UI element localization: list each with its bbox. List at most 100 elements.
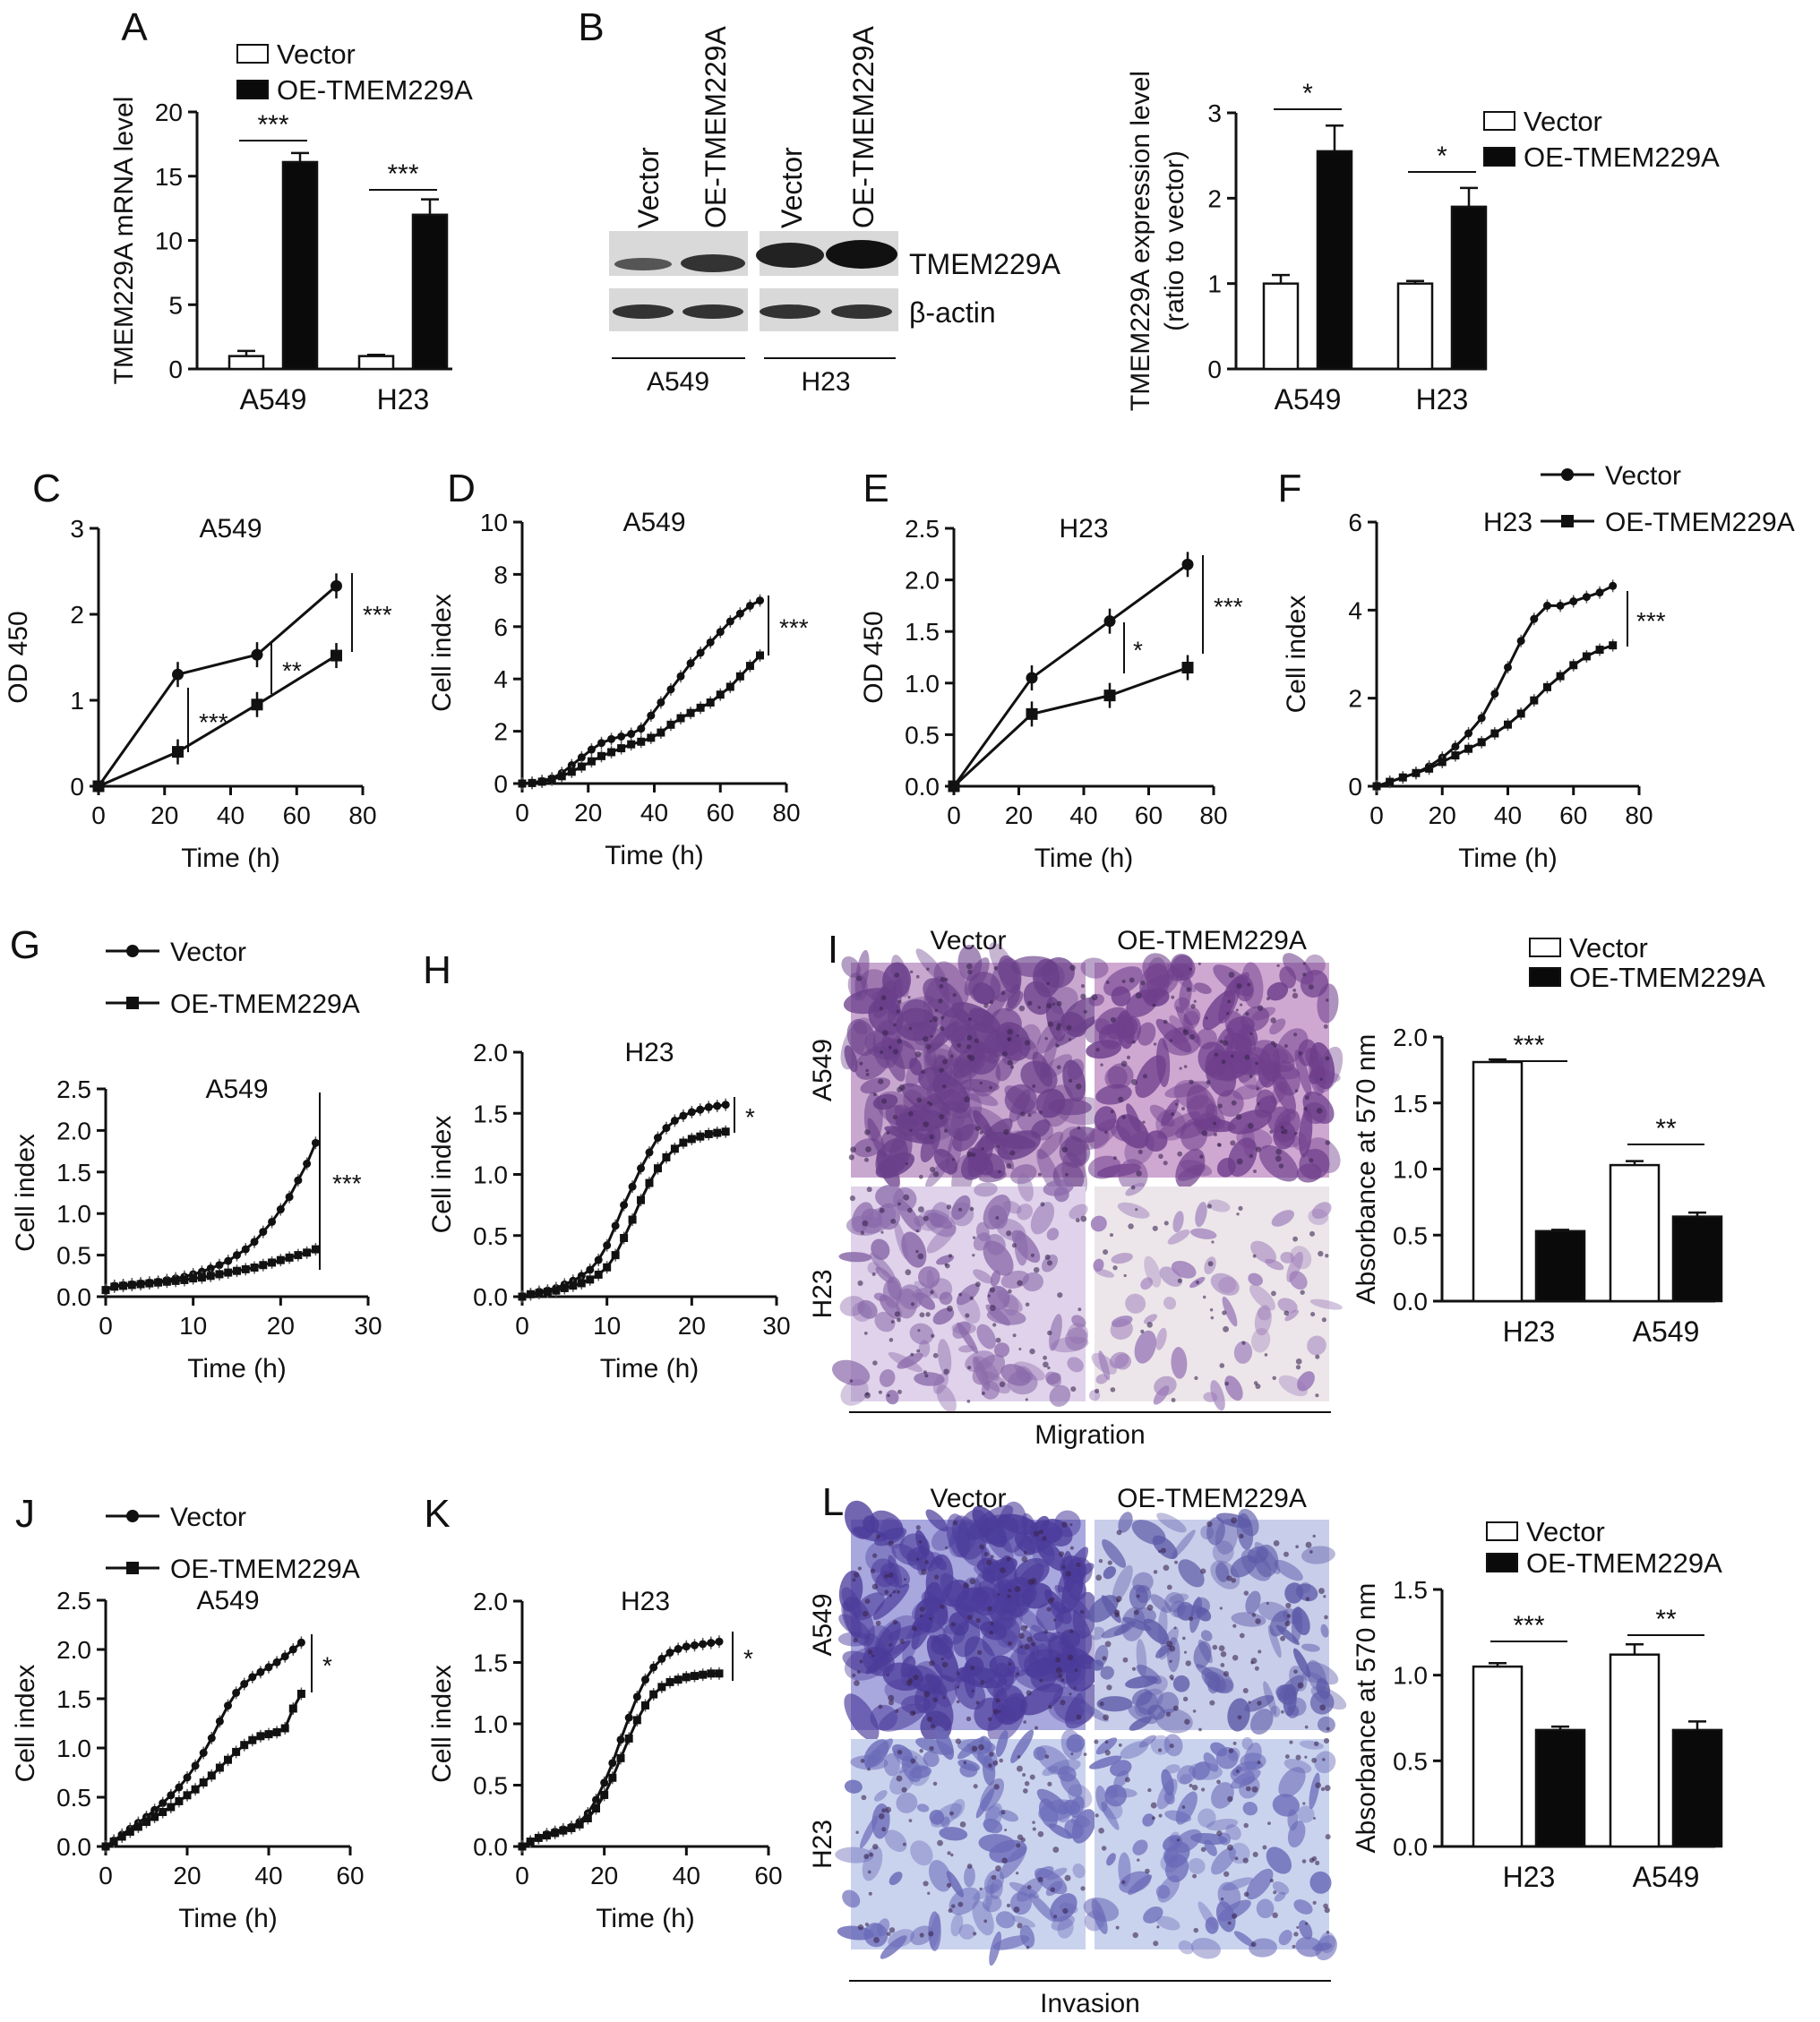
data-point-vector bbox=[706, 638, 715, 647]
data-point-vector bbox=[620, 1201, 629, 1210]
data-point-vector bbox=[637, 1164, 646, 1173]
y-tick-label: 2.0 bbox=[473, 1039, 508, 1067]
pore-dot bbox=[932, 1781, 938, 1786]
pore-dot bbox=[914, 1050, 922, 1058]
panel-letter-f: F bbox=[1278, 467, 1302, 510]
pore-dot bbox=[1322, 1758, 1326, 1761]
band-tmem229a bbox=[614, 258, 672, 270]
y-tick-label: 4 bbox=[494, 665, 508, 693]
legend-swatch-vector bbox=[1486, 1521, 1518, 1541]
cell-blob bbox=[918, 1266, 940, 1289]
pore-dot bbox=[896, 1775, 903, 1782]
data-point-oe bbox=[647, 733, 656, 742]
data-point-oe bbox=[575, 1820, 584, 1829]
cell-blob bbox=[1014, 1229, 1028, 1266]
pore-dot bbox=[1012, 1333, 1017, 1338]
x-tick-label: 20 bbox=[267, 1312, 295, 1340]
pore-dot bbox=[915, 1525, 921, 1530]
pore-dot bbox=[1255, 1618, 1261, 1624]
cell-blob bbox=[838, 1252, 872, 1263]
pore-dot bbox=[907, 1110, 914, 1117]
pore-dot bbox=[1183, 1650, 1187, 1654]
pore-dot bbox=[1247, 982, 1251, 987]
y-axis-label: Cell index bbox=[427, 594, 457, 712]
cell-blob bbox=[978, 1834, 1016, 1854]
cell-blob bbox=[982, 1895, 1002, 1913]
pore-dot bbox=[1169, 1659, 1172, 1663]
data-point-oe bbox=[552, 1286, 561, 1295]
pore-dot bbox=[897, 999, 902, 1004]
significance-mark: *** bbox=[332, 1170, 362, 1197]
pore-dot bbox=[868, 1891, 872, 1896]
pore-dot bbox=[927, 1891, 931, 1895]
cell-blob bbox=[1060, 1658, 1086, 1687]
pore-dot bbox=[1304, 1095, 1309, 1101]
pore-dot bbox=[1309, 1550, 1313, 1554]
pore-dot bbox=[1006, 1903, 1011, 1908]
x-axis-label: Time (h) bbox=[596, 1904, 695, 1933]
pore-dot bbox=[871, 1583, 879, 1590]
cell-blob bbox=[1189, 1228, 1217, 1239]
data-point-vector bbox=[592, 1795, 600, 1804]
pore-dot bbox=[879, 1007, 883, 1011]
data-point-vector bbox=[199, 1749, 208, 1757]
pore-dot bbox=[892, 1619, 898, 1625]
pore-dot bbox=[1132, 1932, 1138, 1939]
pore-dot bbox=[1156, 1925, 1160, 1929]
pore-dot bbox=[1326, 1726, 1330, 1731]
cell-blob bbox=[1163, 1791, 1175, 1805]
pore-dot bbox=[1304, 1755, 1308, 1759]
pore-dot bbox=[864, 1392, 871, 1399]
x-tick-label: 60 bbox=[754, 1862, 782, 1889]
pore-dot bbox=[1228, 972, 1235, 978]
cell-blob bbox=[1211, 1846, 1236, 1875]
x-tick-label: 40 bbox=[217, 801, 245, 829]
pore-dot bbox=[1116, 1598, 1120, 1603]
band-label-tmem229a: TMEM229A bbox=[909, 248, 1061, 280]
data-point-oe bbox=[600, 1790, 609, 1799]
pore-dot bbox=[1196, 1281, 1199, 1284]
cell-blob bbox=[879, 1369, 896, 1387]
legend-label-oe: OE-TMEM229A bbox=[170, 990, 360, 1019]
pore-dot bbox=[1294, 1089, 1299, 1092]
cell-blob bbox=[1312, 1942, 1333, 1952]
pore-dot bbox=[1064, 1874, 1071, 1881]
pore-dot bbox=[1266, 997, 1270, 1001]
cell-blob bbox=[1124, 1131, 1155, 1166]
pore-dot bbox=[1267, 1821, 1271, 1826]
cell-blob bbox=[914, 1372, 945, 1386]
cell-blob bbox=[990, 957, 1022, 1002]
cell-blob bbox=[1314, 1751, 1336, 1774]
y-tick-label: 1.5 bbox=[473, 1100, 508, 1127]
pore-dot bbox=[1292, 992, 1299, 999]
pore-dot bbox=[1069, 1546, 1074, 1550]
data-point-vector bbox=[682, 1642, 691, 1651]
panel-letter-e: E bbox=[863, 467, 889, 510]
pore-dot bbox=[1095, 1388, 1100, 1393]
cell-blob bbox=[913, 1019, 937, 1046]
legend-swatch-vector bbox=[236, 44, 269, 64]
pore-dot bbox=[1037, 1172, 1042, 1177]
data-point-oe bbox=[567, 767, 576, 776]
pore-dot bbox=[1284, 1754, 1290, 1760]
cell-blob bbox=[1071, 1315, 1086, 1328]
data-point-oe bbox=[288, 1704, 297, 1713]
pore-dot bbox=[886, 1131, 890, 1135]
data-point-oe bbox=[280, 1724, 289, 1733]
cell-blob bbox=[1297, 1371, 1315, 1392]
cell-blob bbox=[1315, 1046, 1344, 1093]
pore-dot bbox=[1303, 1107, 1308, 1111]
pore-dot bbox=[1191, 1784, 1198, 1791]
pore-dot bbox=[1254, 1666, 1259, 1671]
data-point-oe bbox=[699, 1670, 708, 1679]
data-point-oe bbox=[133, 1822, 142, 1831]
cell-blob bbox=[875, 1266, 894, 1284]
cell-blob bbox=[1175, 1006, 1199, 1044]
cell-blob bbox=[1155, 1018, 1192, 1053]
cell-blob bbox=[973, 1232, 992, 1251]
data-point-oe bbox=[224, 1268, 233, 1277]
cell-blob bbox=[1090, 1215, 1107, 1232]
data-point-vector bbox=[679, 1111, 688, 1120]
pore-dot bbox=[1181, 1107, 1185, 1111]
pore-dot bbox=[1076, 1714, 1082, 1720]
